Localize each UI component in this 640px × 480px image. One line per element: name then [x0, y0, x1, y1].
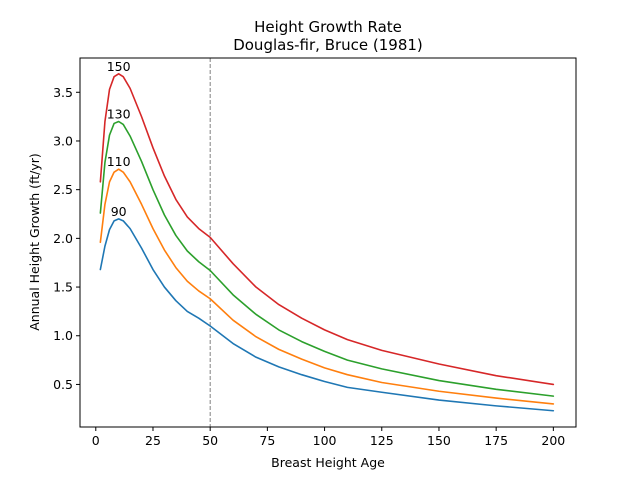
- y-tick-label: 2.0: [53, 231, 73, 246]
- y-axis-ticks: 0.5 1.0 1.5 2.0 2.5 3.0 3.5: [53, 85, 80, 392]
- y-tick-label: 2.5: [53, 182, 73, 197]
- y-tick-label: 1.5: [53, 280, 73, 295]
- x-tick-label: 100: [313, 433, 337, 448]
- axes-frame: [79, 57, 577, 428]
- y-axis-label: Annual Height Growth (ft/yr): [27, 153, 42, 331]
- y-tick-label: 1.0: [53, 328, 73, 343]
- x-tick-label: 25: [145, 433, 161, 448]
- curve-label-150: 150: [107, 59, 131, 74]
- x-tick-label: 150: [427, 433, 451, 448]
- curve-label-110: 110: [107, 154, 131, 169]
- series-line-110: [99, 168, 555, 405]
- chart-title: Height Growth Rate: [254, 18, 402, 36]
- x-tick-label: 125: [370, 433, 394, 448]
- x-tick-label: 0: [92, 433, 100, 448]
- x-tick-label: 75: [259, 433, 275, 448]
- series-line-90: [99, 218, 555, 412]
- series-line-150: [99, 72, 555, 386]
- curve-label-90: 90: [111, 204, 127, 219]
- y-tick-label: 3.0: [53, 133, 73, 148]
- x-axis-label: Breast Height Age: [271, 455, 385, 470]
- curve-label-130: 130: [107, 106, 131, 121]
- chart-subtitle: Douglas-fir, Bruce (1981): [233, 36, 423, 54]
- y-tick-label: 3.5: [53, 85, 73, 100]
- x-tick-label: 50: [202, 433, 218, 448]
- x-tick-label: 200: [541, 433, 565, 448]
- series-layer: [99, 72, 555, 412]
- x-axis-ticks: 0 25 50 75 100 125 150 175 200: [92, 427, 565, 448]
- y-tick-label: 0.5: [53, 377, 73, 392]
- x-tick-label: 175: [484, 433, 508, 448]
- curve-label-layer: 90 110 130 150: [107, 59, 131, 219]
- plot-area: 90 110 130 150: [99, 58, 555, 427]
- series-line-130: [99, 120, 555, 397]
